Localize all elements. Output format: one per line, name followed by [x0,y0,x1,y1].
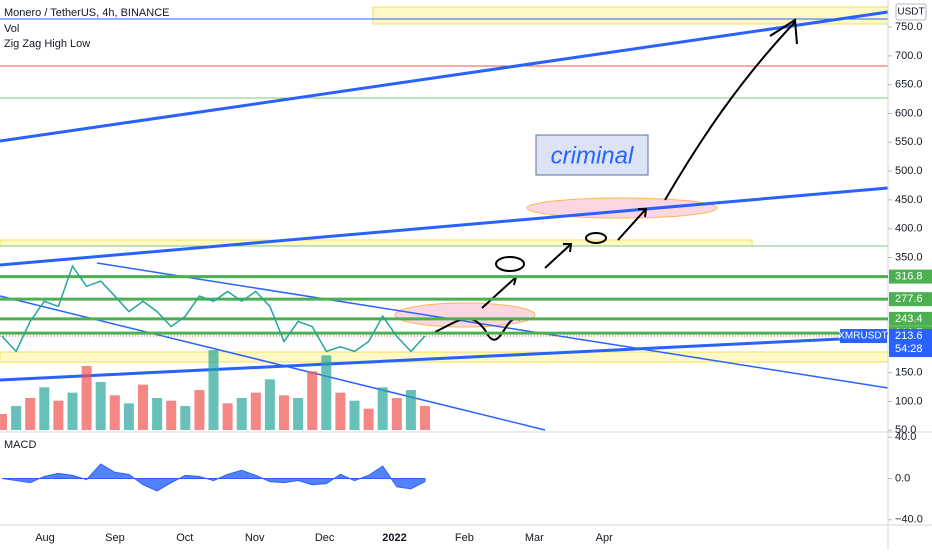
volume-bar [377,387,388,430]
volume-bar [138,384,148,430]
x-tick-label: Apr [596,532,613,544]
y-tick-label: 500.0 [895,165,923,177]
annotation: criminal [551,142,634,169]
indicator: MACD [4,439,36,451]
y-tick-label: 700.0 [895,50,923,62]
x-tick-label: Aug [35,532,55,544]
volume-bar [152,398,163,430]
volume-bar [264,379,275,430]
y-tick-label: 750.0 [895,21,923,33]
annotation-box [535,134,649,176]
volume-bar [81,366,92,430]
symbol-label: XMRUSDT [838,331,887,342]
price-label-bg [889,329,932,358]
volume-bar [335,392,346,430]
countdown: 54:28 [895,343,923,355]
indicator: Zig Zag High Low [4,38,90,50]
price-label: 213.6 [895,330,923,342]
volume-bar [307,371,318,430]
trend-line [0,337,841,382]
volume-bar [279,395,289,430]
volume-bar [349,400,360,430]
y-tick-label: 150.0 [895,367,923,379]
y-tick-label: 400.0 [895,223,923,235]
volume-bar [53,400,64,430]
level-label: 316.8 [895,271,923,283]
trend-line [0,186,889,267]
volume-bar [208,350,219,430]
volume-bar [109,395,120,430]
trend-line [0,10,889,143]
volume-bar [95,382,106,430]
volume-bar [67,392,78,430]
y-tick-label: 450.0 [895,194,923,206]
level-label: 243.4 [895,313,923,325]
trend-line [96,262,889,389]
x-tick-label: Nov [245,532,265,544]
y-tick-label: 100.0 [895,395,923,407]
volume-bar [166,400,177,430]
highlight [526,197,718,219]
x-tick-label: Sep [105,532,125,544]
volume-bar [25,398,36,430]
volume-bar [222,403,233,430]
level-label: 277.6 [895,293,923,305]
price-line [1,264,426,353]
y-tick-label: 550.0 [895,136,923,148]
zone [0,239,753,247]
volume-bar [123,403,134,430]
volume-bar [39,387,50,430]
volume-bar [405,390,416,430]
x-tick-label: Dec [315,532,335,544]
x-tick-label: Feb [455,532,474,544]
y-tick-label: −40.0 [895,514,923,526]
level-label-bg [889,269,932,284]
level-label-bg [889,311,932,326]
macd-area [1,463,426,492]
unit-box [895,3,927,21]
y-tick-label: 40.0 [895,431,916,443]
y-tick-label: 50.0 [895,424,916,436]
volume-bar [293,398,304,430]
volume-bar [363,408,374,430]
y-tick-label: 600.0 [895,107,923,119]
y-tick-label: 0.0 [895,472,910,484]
y-tick-label: 650.0 [895,79,923,91]
axis-unit: USDT [897,7,924,18]
volume-bar [420,406,430,430]
symbol-label-bg [840,329,887,344]
volume-bar [11,406,22,430]
volume-bar [321,355,332,430]
volume-bar [194,390,205,430]
x-tick-label: Mar [525,532,544,544]
indicator: Vol [4,23,19,35]
y-tick-label: 350.0 [895,251,923,263]
volume-bar [180,406,191,430]
x-tick-label: Oct [176,532,193,544]
x-tick-label: 2022 [382,532,406,544]
highlight [394,302,536,328]
volume-bar [250,392,261,430]
zone [372,6,889,25]
chart-title: Monero / TetherUS, 4h, BINANCE [4,7,169,19]
volume-bar [0,414,7,430]
volume-bar [391,398,402,430]
volume-bar [236,398,247,430]
level-label-bg [889,292,932,307]
